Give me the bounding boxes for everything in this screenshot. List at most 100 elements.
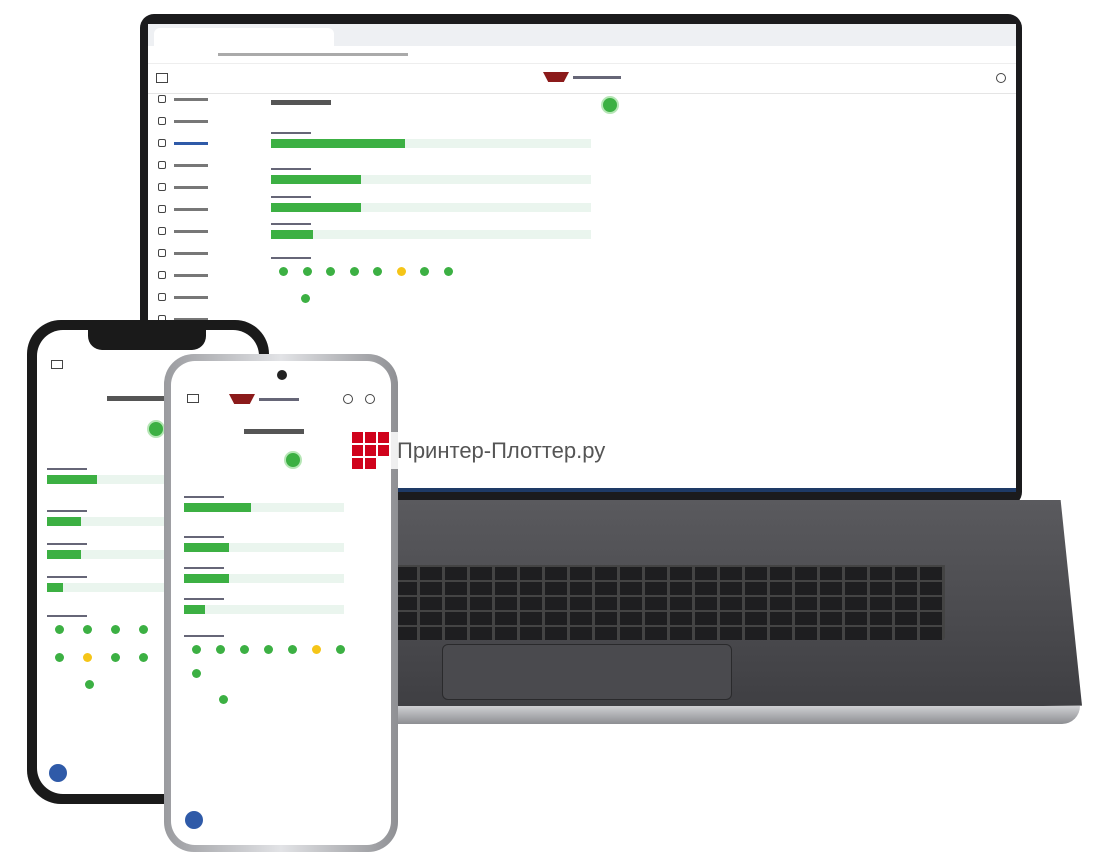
power-icon[interactable]	[365, 394, 375, 404]
progress-fill	[184, 574, 229, 583]
menu-icon[interactable]	[187, 394, 199, 403]
status-dot	[219, 695, 228, 704]
status-label	[184, 635, 224, 637]
bar-label	[47, 576, 87, 578]
refresh-icon[interactable]	[996, 73, 1006, 83]
bar-label	[271, 168, 311, 170]
sidebar-item[interactable]	[158, 138, 208, 148]
progress-track	[271, 139, 591, 148]
status-dot	[373, 267, 382, 276]
bar-label	[184, 496, 224, 498]
status-label	[271, 257, 311, 259]
sidebar-item-label	[174, 97, 208, 101]
status-avatar	[147, 420, 165, 438]
progress-track	[184, 543, 344, 552]
sidebar-item-icon	[158, 227, 166, 235]
status-dot	[396, 267, 406, 276]
sidebar-item-icon	[158, 183, 166, 191]
status-dot	[264, 645, 273, 654]
progress-fill	[271, 175, 361, 184]
progress-fill	[184, 543, 229, 552]
status-dot	[302, 267, 312, 276]
menu-icon[interactable]	[51, 360, 63, 369]
progress-fill	[47, 517, 81, 526]
progress-track	[271, 175, 591, 184]
sidebar-item[interactable]	[158, 292, 208, 302]
sidebar-item-icon	[158, 205, 166, 213]
sidebar-item[interactable]	[158, 226, 208, 236]
sidebar-item-label	[174, 273, 208, 277]
progress-fill	[271, 230, 313, 239]
sidebar-item-label	[174, 229, 208, 233]
address-bar[interactable]	[148, 46, 1016, 64]
laptop-edge	[380, 706, 1080, 724]
chat-button[interactable]	[185, 811, 203, 829]
page-title	[244, 429, 304, 434]
watermark: Принтер-Плоттер.ру	[352, 432, 606, 469]
sidebar-item[interactable]	[158, 204, 208, 214]
sidebar-item-label	[174, 251, 208, 255]
front-camera	[277, 370, 287, 380]
dashboard-main	[47, 390, 247, 770]
menu-icon[interactable]	[156, 73, 168, 83]
browser-tab[interactable]	[154, 28, 334, 46]
status-dot	[279, 267, 288, 276]
refresh-icon[interactable]	[343, 394, 353, 404]
sidebar-item-icon	[158, 271, 166, 279]
bar-label	[271, 196, 311, 198]
sidebar-item[interactable]	[158, 182, 208, 192]
bar-label	[271, 132, 311, 134]
logo-printer-icon	[543, 72, 569, 82]
sidebar-item-icon	[158, 161, 166, 169]
trackpad	[442, 644, 732, 700]
progress-fill	[271, 139, 406, 148]
sidebar	[148, 94, 268, 488]
progress-track	[184, 574, 344, 583]
progress-track	[184, 503, 344, 512]
sidebar-item-label	[174, 295, 208, 299]
bar-label	[47, 543, 87, 545]
bar-label	[47, 510, 87, 512]
status-dot	[83, 625, 92, 634]
status-dot	[139, 653, 148, 662]
progress-fill	[271, 203, 361, 212]
status-dot	[336, 645, 345, 654]
progress-fill	[184, 503, 252, 512]
app-header	[148, 64, 1016, 94]
progress-fill	[47, 583, 63, 592]
progress-fill	[184, 605, 205, 614]
sidebar-item-icon	[158, 293, 166, 301]
sidebar-item-label	[174, 163, 208, 167]
keyboard	[395, 565, 945, 640]
dashboard-main	[271, 94, 621, 488]
watermark-text: Принтер-Плоттер.ру	[397, 437, 606, 463]
progress-fill	[47, 475, 98, 484]
status-dot	[55, 653, 64, 662]
sidebar-item-label	[174, 141, 208, 145]
sidebar-item[interactable]	[158, 94, 208, 104]
browser-tab-bar	[148, 24, 1016, 46]
status-dot	[139, 625, 148, 634]
bar-label	[184, 567, 224, 569]
sidebar-item[interactable]	[158, 270, 208, 280]
sidebar-item-icon	[158, 249, 166, 257]
status-dot	[301, 294, 310, 303]
sidebar-item[interactable]	[158, 248, 208, 258]
page-title	[271, 100, 331, 105]
sidebar-item-label	[174, 185, 208, 189]
progress-track	[47, 475, 167, 484]
sidebar-item[interactable]	[158, 160, 208, 170]
status-avatar	[601, 96, 619, 114]
status-avatar	[284, 451, 302, 469]
sidebar-item-icon	[158, 95, 166, 103]
status-dot	[349, 267, 359, 276]
status-dot	[83, 653, 92, 662]
status-dot	[326, 267, 335, 276]
sidebar-item[interactable]	[158, 116, 208, 126]
chat-button[interactable]	[49, 764, 67, 782]
logo-printer-icon	[229, 394, 255, 404]
status-label	[47, 615, 87, 617]
sidebar-item-icon	[158, 139, 166, 147]
sidebar-item-icon	[158, 117, 166, 125]
watermark-logo-icon	[352, 432, 389, 469]
